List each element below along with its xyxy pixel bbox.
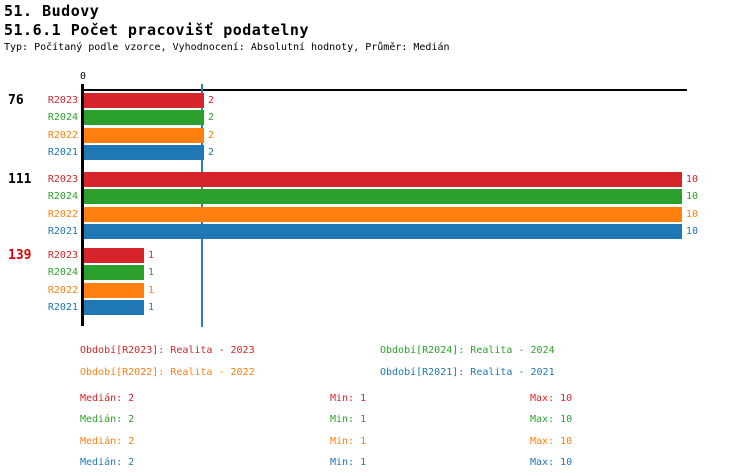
- bar-value-label: 2: [208, 147, 215, 159]
- bar-value-label: 10: [686, 174, 699, 185]
- stat-min: Min: 1: [330, 456, 367, 468]
- stat-median: Medián: 2: [80, 435, 135, 447]
- x-axis-line: [81, 89, 687, 91]
- legend-item: Období[R2022]: Realita - 2022: [80, 367, 255, 378]
- stat-max: Max: 10: [530, 435, 573, 447]
- stat-median: Medián: 2: [80, 393, 135, 404]
- bar-series-label: R2021: [47, 226, 78, 238]
- bar-value-label: 1: [148, 284, 155, 296]
- median-line: [201, 84, 203, 327]
- group-label: 139: [8, 248, 32, 263]
- bar-value-label: 1: [148, 267, 155, 279]
- legend: Období[R2023]: Realita - 2023 Období[R202…: [80, 345, 555, 389]
- stat-max: Max: 10: [530, 456, 573, 468]
- bar: [84, 93, 204, 108]
- bar: [84, 282, 144, 298]
- bar-series-label: R2023: [47, 174, 78, 185]
- axis-origin-label: 0: [79, 71, 87, 82]
- stat-max: Max: 10: [530, 414, 573, 426]
- report-subtitle: 51.6.1 Počet pracovišť podatelny: [4, 21, 309, 39]
- stat-min: Min: 1: [330, 393, 367, 404]
- group-label: 76: [8, 93, 24, 108]
- group-label: 111: [8, 172, 32, 187]
- bar: [84, 110, 204, 126]
- stat-min: Min: 1: [330, 435, 367, 447]
- bar-value-label: 10: [686, 191, 699, 203]
- bar-value-label: 10: [686, 226, 699, 238]
- legend-item: Období[R2024]: Realita - 2024: [380, 345, 555, 356]
- bar-series-label: R2021: [47, 147, 78, 159]
- bar-series-label: R2024: [47, 191, 78, 203]
- legend-item: Období[R2023]: Realita - 2023: [80, 345, 255, 356]
- bar-series-label: R2024: [47, 267, 78, 279]
- report-meta: Typ: Počítaný podle vzorce, Vyhodnocení:…: [4, 42, 450, 53]
- bar-series-label: R2021: [47, 302, 78, 314]
- bar: [84, 127, 204, 143]
- stat-max: Max: 10: [530, 393, 573, 404]
- y-axis-line: [81, 84, 84, 326]
- report-title: 51. Budovy: [4, 2, 100, 20]
- stat-median: Medián: 2: [80, 414, 135, 426]
- bars-layer: R2023 2 R2023 10 R2023 1 R2024 2 R2024 10 R2024 1 R2…: [8, 93, 699, 316]
- bar-series-label: R2022: [47, 208, 78, 220]
- bar-value-label: 2: [208, 95, 215, 106]
- bar-chart: 0 R2023 2 R2023 10 R2023 1 R2024 2 R2024 10 R2024 1…: [8, 71, 699, 327]
- bar: [84, 224, 682, 240]
- bar-series-label: R2023: [47, 95, 78, 106]
- legend-item: Období[R2021]: Realita - 2021: [380, 367, 555, 378]
- bar-value-label: 1: [148, 302, 155, 314]
- bar: [84, 300, 144, 316]
- bar: [84, 265, 144, 281]
- bar: [84, 189, 682, 205]
- bar-series-label: R2022: [47, 129, 78, 141]
- bar-series-label: R2023: [47, 250, 78, 261]
- stat-min: Min: 1: [330, 414, 367, 426]
- bar-series-label: R2022: [47, 284, 78, 296]
- bar: [84, 206, 682, 222]
- bar-value-label: 1: [148, 250, 155, 261]
- bar-value-label: 10: [686, 208, 699, 220]
- bar: [84, 248, 144, 263]
- stat-median: Medián: 2: [80, 456, 135, 468]
- bar-value-label: 2: [208, 112, 215, 124]
- stats-table: Medián: 2 Min: 1 Max: 10 Medián: 2 Min: 1 Max…: [80, 393, 572, 476]
- bar: [84, 145, 204, 161]
- bar-value-label: 2: [208, 129, 215, 141]
- bar: [84, 172, 682, 187]
- bar-series-label: R2024: [47, 112, 78, 124]
